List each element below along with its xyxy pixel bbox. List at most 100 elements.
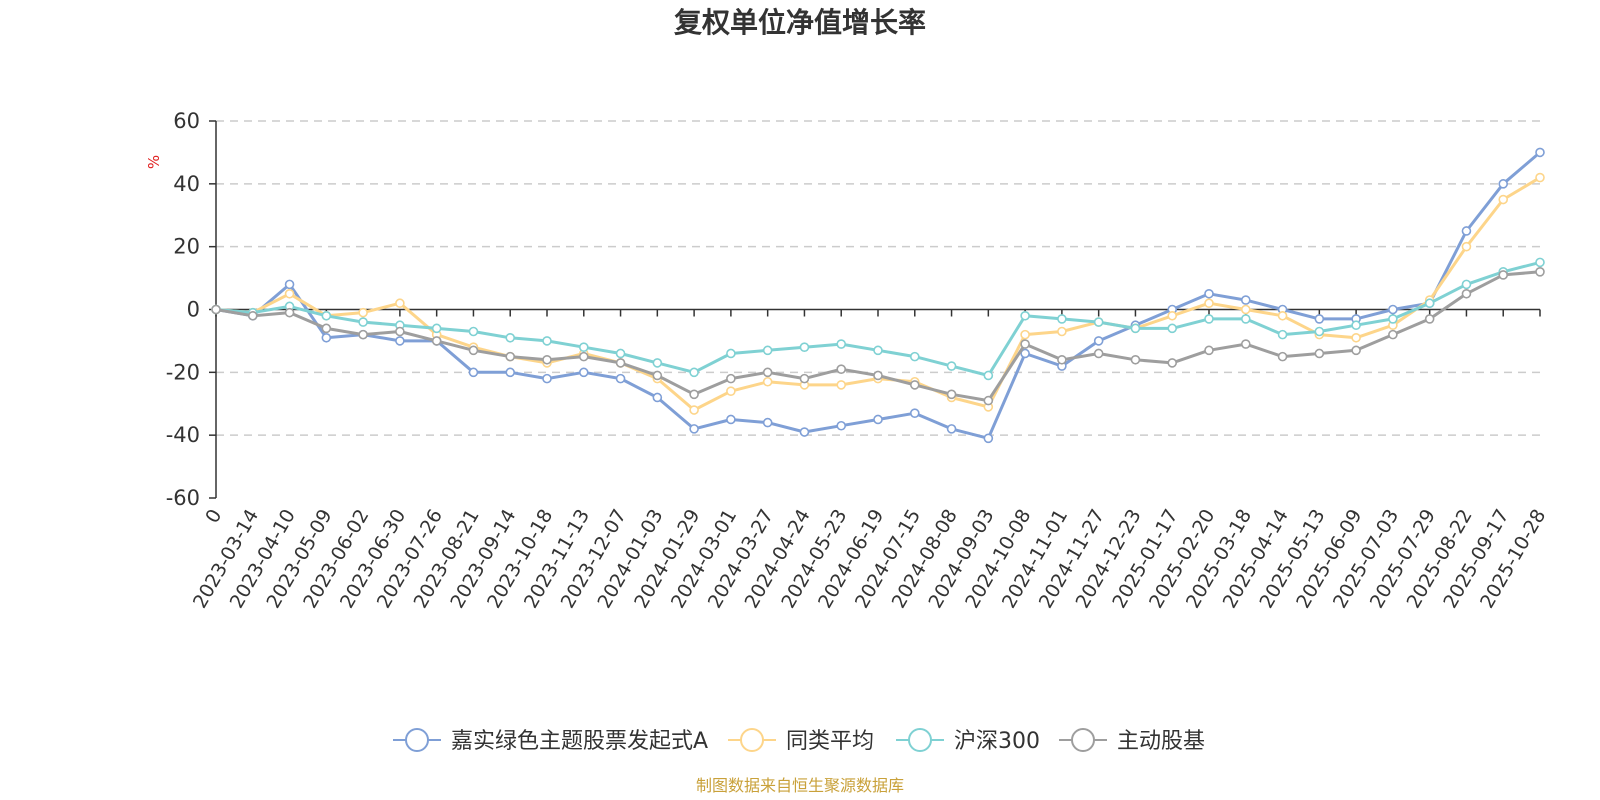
data-point: [1461, 279, 1472, 290]
data-point: [1167, 358, 1178, 368]
data-point: [542, 373, 552, 384]
y-tick-label: 60: [173, 109, 200, 133]
data-point: [726, 386, 736, 396]
data-point: [1351, 320, 1361, 331]
legend-label: 嘉实绿色主题股票发起式A: [451, 729, 708, 754]
data-point: [762, 367, 773, 378]
data-point: [1093, 317, 1104, 327]
data-point: [1240, 295, 1251, 305]
y-axis: 60 40 20 0 -20 -40 -60: [166, 109, 217, 510]
data-point: [689, 424, 699, 434]
data-point: [1020, 310, 1030, 321]
chart-title: 复权单位净值增长率: [674, 6, 926, 39]
data-point: [652, 392, 663, 403]
x-tick-label: 0: [201, 506, 226, 527]
y-tick-label: -40: [166, 423, 200, 447]
data-point: [1461, 241, 1472, 252]
data-point: [1130, 323, 1141, 334]
data-point: [689, 389, 699, 400]
data-point: [1204, 314, 1214, 324]
data-point: [873, 414, 883, 425]
legend-item-1[interactable]: 同类平均: [728, 728, 874, 754]
legend-label: 同类平均: [786, 729, 874, 754]
data-point: [1461, 288, 1472, 299]
x-axis: 02023-03-142023-04-102023-05-092023-06-0…: [189, 308, 1550, 612]
data-point: [799, 427, 810, 437]
data-point: [983, 395, 994, 406]
legend-item-0[interactable]: 嘉实绿色主题股票发起式A: [393, 728, 708, 754]
legend: 嘉实绿色主题股票发起式A 同类平均 沪深300 主动股基: [393, 728, 1205, 754]
data-point: [1130, 354, 1141, 365]
data-point: [836, 339, 847, 349]
data-point: [1204, 298, 1214, 309]
data-point: [578, 351, 589, 362]
data-point: [1167, 310, 1178, 321]
data-point: [1351, 332, 1361, 343]
data-point: [873, 370, 883, 381]
data-point: [836, 364, 847, 374]
data-point: [1277, 329, 1288, 340]
data-point: [1351, 345, 1361, 356]
data-point: [1498, 194, 1509, 205]
y-tick-label: 0: [187, 298, 200, 322]
data-point: [1498, 179, 1509, 189]
data-point: [799, 373, 810, 384]
data-point: [615, 348, 626, 359]
y-tick-label: 40: [173, 172, 200, 196]
data-point: [1277, 351, 1288, 362]
data-point: [1204, 288, 1214, 299]
legend-label: 主动股基: [1117, 729, 1205, 754]
data-point: [1535, 172, 1545, 183]
data-point: [1204, 345, 1214, 356]
data-point: [983, 433, 994, 444]
data-point: [1461, 226, 1472, 236]
data-point: [1535, 266, 1545, 277]
data-point: [284, 279, 295, 290]
data-point: [1388, 304, 1398, 315]
data-point: [468, 367, 479, 378]
data-point: [284, 288, 295, 299]
data-point: [1020, 339, 1030, 349]
data-point: [211, 304, 221, 315]
series-line-0: [215, 151, 1541, 440]
legend-item-3[interactable]: 主动股基: [1059, 728, 1205, 754]
data-point: [578, 367, 589, 378]
data-point: [946, 424, 957, 434]
data-point: [1167, 323, 1178, 334]
data-point: [836, 420, 847, 431]
data-point: [321, 332, 332, 343]
data-point: [909, 380, 920, 390]
data-point: [946, 361, 957, 371]
data-point: [1240, 314, 1251, 324]
plot-area: [211, 147, 1545, 444]
legend-item-2[interactable]: 沪深300: [896, 728, 1040, 754]
data-point: [1057, 314, 1067, 324]
y-tick-label: -20: [166, 360, 200, 384]
data-point: [247, 310, 258, 321]
data-point: [1240, 304, 1251, 315]
legend-label: 沪深300: [954, 729, 1040, 754]
data-point: [1240, 339, 1251, 349]
data-point: [468, 345, 479, 356]
legend-marker-icon: [740, 728, 764, 752]
data-point: [542, 336, 552, 346]
data-point: [505, 367, 516, 378]
data-point: [1314, 326, 1325, 337]
data-point: [1057, 354, 1067, 365]
legend-marker-icon: [908, 728, 932, 752]
data-point: [799, 342, 810, 353]
data-point: [652, 370, 663, 381]
data-point: [615, 358, 626, 368]
data-point: [321, 323, 332, 334]
data-point: [615, 373, 626, 384]
data-point: [1388, 329, 1398, 340]
data-point: [395, 336, 405, 346]
data-point: [1277, 310, 1288, 321]
y-axis-unit: %: [145, 155, 163, 169]
data-point: [358, 307, 368, 318]
data-point: [836, 380, 847, 390]
data-point: [726, 414, 736, 425]
data-point: [1020, 348, 1030, 359]
data-point: [873, 345, 883, 356]
